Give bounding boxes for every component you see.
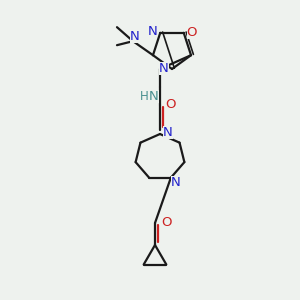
Text: N: N [163, 125, 173, 139]
Text: N: N [147, 25, 157, 38]
Text: N: N [171, 176, 181, 189]
Text: N: N [130, 30, 140, 43]
Text: H: H [140, 89, 148, 103]
Text: N: N [149, 89, 159, 103]
Text: N: N [159, 61, 169, 74]
Text: O: O [187, 26, 197, 39]
Text: O: O [166, 98, 176, 112]
Text: O: O [161, 215, 171, 229]
